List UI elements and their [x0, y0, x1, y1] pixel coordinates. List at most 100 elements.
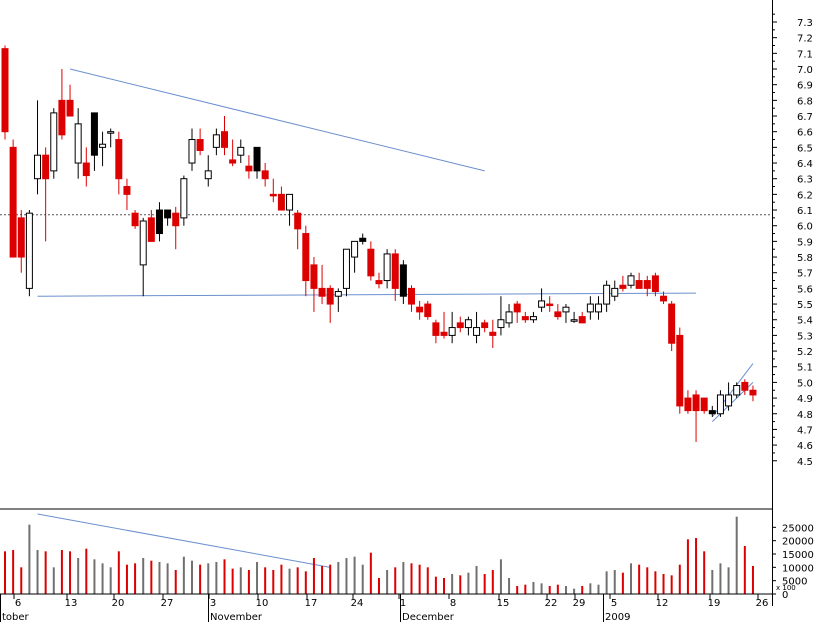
volume-trendline	[37, 513, 331, 568]
volume-tick-label: 5000	[782, 577, 807, 588]
volume-bar	[638, 564, 641, 594]
trendline	[37, 292, 697, 297]
volume-bar	[150, 560, 153, 594]
volume-bar	[605, 571, 608, 594]
candle	[172, 206, 180, 250]
candle-body	[50, 112, 58, 172]
volume-bar	[597, 584, 600, 594]
candle-body	[408, 287, 415, 305]
date-tick-label: 6	[15, 598, 21, 609]
candle	[643, 275, 651, 297]
candle	[17, 210, 25, 273]
volume-tick-label: 15000	[782, 550, 814, 561]
candle-body	[229, 159, 237, 164]
volume-bar	[751, 566, 754, 594]
candle	[99, 131, 107, 167]
volume-bar	[556, 584, 559, 594]
candle	[586, 296, 594, 320]
candle-body	[497, 319, 505, 329]
trendline-group	[37, 68, 754, 568]
candle	[424, 300, 432, 320]
candle	[204, 155, 212, 187]
candle-body	[277, 193, 285, 211]
volume-bar	[272, 570, 275, 594]
candle	[538, 288, 546, 312]
volume-bar	[386, 570, 389, 594]
volume-bar	[743, 546, 746, 594]
volume-bar	[223, 559, 226, 594]
volume-bar	[410, 563, 413, 594]
candle-body	[367, 248, 375, 277]
candle-body	[155, 209, 163, 235]
month-label: December	[402, 612, 455, 622]
volume-bar	[77, 558, 80, 594]
date-tick-label: 5	[611, 598, 617, 609]
candle	[50, 108, 58, 179]
candle-body	[172, 212, 180, 227]
candle	[651, 272, 659, 297]
volume-bar	[589, 583, 592, 594]
price-tick-label: 6.0	[797, 222, 813, 233]
candle	[286, 193, 294, 226]
volume-bar	[247, 570, 250, 594]
volume-bar	[4, 551, 6, 594]
volume-bar	[109, 567, 112, 594]
volume-tick-label: 0	[782, 590, 788, 601]
candle-body	[107, 131, 115, 134]
candle	[611, 280, 619, 301]
candle	[481, 319, 489, 333]
candle	[627, 272, 635, 289]
volume-bar	[158, 562, 161, 594]
volume-bar	[621, 572, 624, 594]
candle-body	[351, 240, 359, 258]
candle-body	[749, 389, 757, 396]
date-tick-label: 27	[161, 598, 174, 609]
candle-body	[643, 280, 651, 289]
volume-bar	[418, 564, 421, 594]
candle-body	[212, 134, 220, 148]
volume-bar	[166, 563, 169, 594]
candle-body	[733, 385, 741, 396]
candle-body	[651, 275, 659, 293]
candle-body	[529, 316, 537, 321]
candle	[277, 186, 285, 211]
candle-body	[725, 394, 733, 407]
date-tick-label: 1	[400, 598, 406, 609]
volume-bar	[394, 567, 397, 594]
candle-body	[440, 331, 448, 336]
price-tick-label: 5.7	[797, 269, 813, 280]
candle	[489, 319, 497, 348]
volume-bar	[630, 563, 633, 594]
volume-bar	[280, 564, 283, 594]
price-tick-label: 5.8	[797, 253, 813, 264]
candle-body	[253, 146, 261, 172]
volume-bar	[573, 588, 576, 594]
candle-body	[603, 284, 611, 305]
candle	[74, 108, 82, 179]
candle-body	[505, 311, 513, 324]
candle-body	[456, 322, 464, 329]
volume-bar	[483, 574, 486, 594]
volume-bar	[215, 562, 218, 594]
volume-bar	[467, 572, 470, 594]
candle	[684, 390, 692, 414]
volume-bar	[93, 559, 96, 594]
candle	[334, 288, 342, 312]
candle	[521, 311, 529, 323]
candle-body	[716, 394, 724, 415]
date-tick-label: 13	[65, 598, 78, 609]
candle-body	[237, 146, 245, 156]
volume-bar	[361, 564, 364, 594]
volume-bar	[654, 571, 657, 594]
candle	[42, 147, 50, 242]
candle	[131, 210, 139, 229]
candle	[668, 300, 676, 352]
candle-body	[188, 139, 196, 164]
volume-bar	[117, 551, 120, 594]
candle-body	[586, 303, 594, 313]
volume-bar	[296, 567, 299, 594]
volume-bar	[231, 568, 234, 594]
volume-bar	[304, 571, 307, 594]
candle	[237, 139, 245, 164]
